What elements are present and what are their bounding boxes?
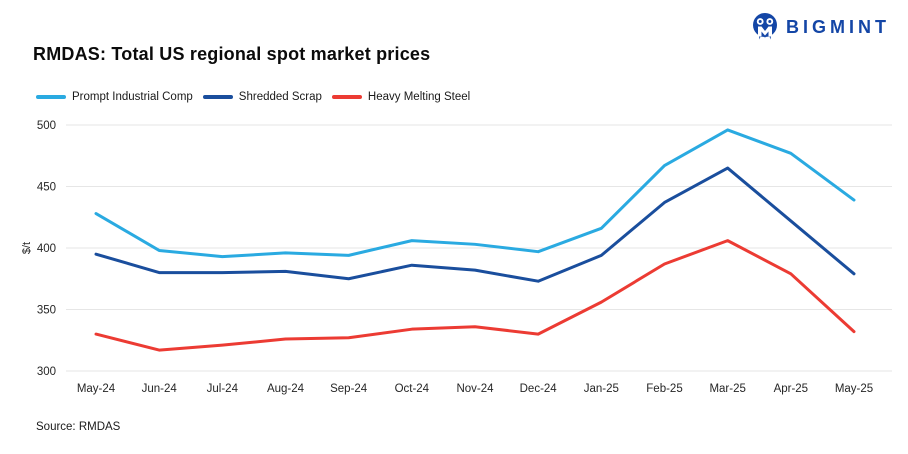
y-tick-label: 500 — [37, 120, 56, 132]
bigmint-monogram-icon — [753, 13, 777, 40]
chart-legend: Prompt Industrial Comp Shredded Scrap Heav… — [36, 91, 470, 103]
y-tick-label: 300 — [37, 366, 56, 378]
page-title: RMDAS: Total US regional spot market pri… — [33, 44, 431, 64]
x-tick-label: Jan-25 — [584, 383, 619, 395]
logo-wordmark: BIGMINT — [786, 16, 890, 37]
x-tick-label: May-25 — [835, 383, 873, 395]
x-tick-label: Dec-24 — [520, 383, 558, 395]
legend-swatch — [36, 95, 66, 99]
bigmint-logo: BIGMINT — [751, 12, 890, 42]
y-axis-labels: 300 350 400 450 500 — [37, 120, 56, 378]
x-tick-label: Apr-25 — [774, 383, 809, 395]
x-axis-labels: May-24 Jun-24 Jul-24 Aug-24 Sep-24 Oct-24 Nov-… — [77, 383, 873, 395]
series-line-shredded-scrap — [94, 166, 856, 283]
legend-swatch — [202, 95, 233, 99]
y-tick-label: 400 — [37, 243, 56, 255]
legend-item-shredded-scrap: Shredded Scrap — [202, 91, 322, 103]
x-tick-label: Mar-25 — [709, 383, 745, 395]
legend-label: Heavy Melting Steel — [367, 91, 471, 103]
source-note: Source: RMDAS — [36, 421, 121, 433]
y-tick-label: 450 — [37, 182, 56, 194]
x-tick-label: Aug-24 — [267, 383, 305, 395]
legend-label: Prompt Industrial Comp — [72, 91, 193, 103]
series-line-heavy-melting-steel — [94, 239, 856, 352]
x-tick-label: Oct-24 — [395, 383, 430, 395]
x-tick-label: Feb-25 — [646, 383, 682, 395]
legend-item-heavy-melting-steel: Heavy Melting Steel — [331, 91, 471, 103]
series-line-prompt-industrial-comp — [94, 128, 856, 259]
gridlines — [66, 124, 892, 372]
x-tick-label: Jun-24 — [142, 383, 178, 395]
legend-item-prompt-industrial-comp: Prompt Industrial Comp — [36, 91, 193, 103]
x-tick-label: May-24 — [77, 383, 116, 395]
legend-label: Shredded Scrap — [238, 91, 322, 103]
y-tick-label: 350 — [37, 305, 56, 317]
legend-swatch — [331, 95, 362, 99]
y-axis-title: $/t — [21, 242, 33, 254]
x-tick-label: Sep-24 — [330, 383, 368, 395]
x-tick-label: Nov-24 — [456, 383, 494, 395]
x-tick-label: Jul-24 — [207, 383, 239, 395]
